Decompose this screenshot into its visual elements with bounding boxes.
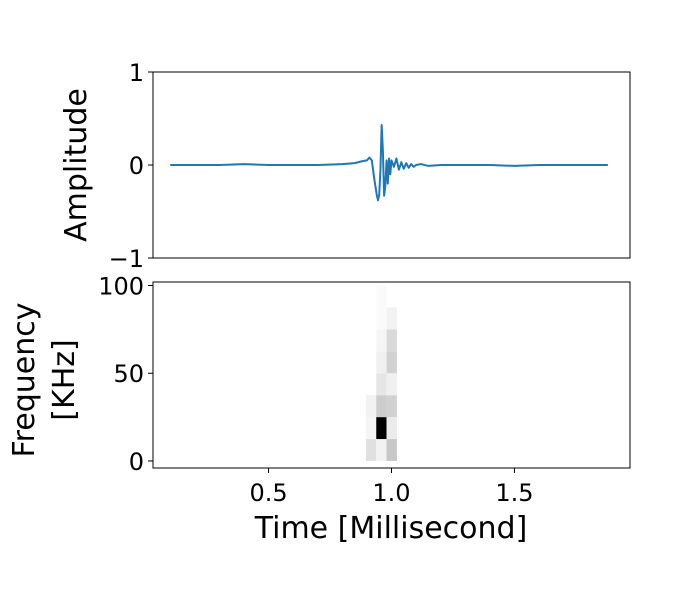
spectrogram-cell xyxy=(386,395,397,418)
waveform-plot-area xyxy=(170,124,608,202)
spectrogram-y-axis-label-line2: [KHz] xyxy=(47,339,82,420)
spectrogram-cell xyxy=(386,351,397,374)
spectrogram-cell xyxy=(365,417,377,440)
spectrogram-y-tick-label: 50 xyxy=(113,360,144,388)
spectrogram-cell xyxy=(386,329,397,352)
spectrogram-cell xyxy=(376,285,387,308)
spectrogram-cell xyxy=(376,351,387,374)
spectrogram-cell xyxy=(386,307,397,330)
spectrogram-cell xyxy=(376,417,387,440)
spectrogram-cell xyxy=(386,439,397,461)
spectrogram-y-ticks: 100 50 0 xyxy=(98,273,153,476)
waveform-y-tick-label: 0 xyxy=(129,152,144,180)
spectrogram-cell xyxy=(376,329,387,352)
spectrogram-x-ticks: 0.5 1.0 1.5 xyxy=(249,468,534,507)
spectrogram-y-tick-label: 0 xyxy=(129,448,144,476)
spectrogram-x-tick-label: 0.5 xyxy=(249,479,287,507)
waveform-y-tick-label: 1 xyxy=(129,59,144,87)
spectrogram-cell xyxy=(365,395,377,418)
waveform-panel: 1 0 −1 Amplitude xyxy=(59,59,631,273)
spectrogram-x-tick-label: 1.0 xyxy=(372,479,410,507)
waveform-line xyxy=(170,124,608,202)
spectrogram-x-axis-label: Time [Millisecond] xyxy=(254,511,528,546)
spectrogram-cell xyxy=(376,373,387,396)
spectrogram-cell xyxy=(386,417,397,440)
waveform-y-ticks: 1 0 −1 xyxy=(109,59,153,273)
spectrogram-cell xyxy=(376,395,387,418)
waveform-y-tick-label: −1 xyxy=(109,245,144,273)
spectrogram-cell xyxy=(376,439,387,461)
spectrogram-cells xyxy=(365,285,397,461)
waveform-y-axis-label: Amplitude xyxy=(59,88,94,242)
spectrogram-x-tick-label: 1.5 xyxy=(495,479,533,507)
spectrogram-cell xyxy=(376,307,387,330)
spectrogram-y-tick-label: 100 xyxy=(98,273,144,301)
spectrogram-cell xyxy=(386,373,397,396)
spectrogram-cell xyxy=(365,439,377,461)
spectrogram-panel: 100 50 0 0.5 1.0 1.5 Frequency [KHz] Time [M… xyxy=(7,273,631,546)
spectrogram-y-axis-label-line1: Frequency xyxy=(7,303,42,458)
